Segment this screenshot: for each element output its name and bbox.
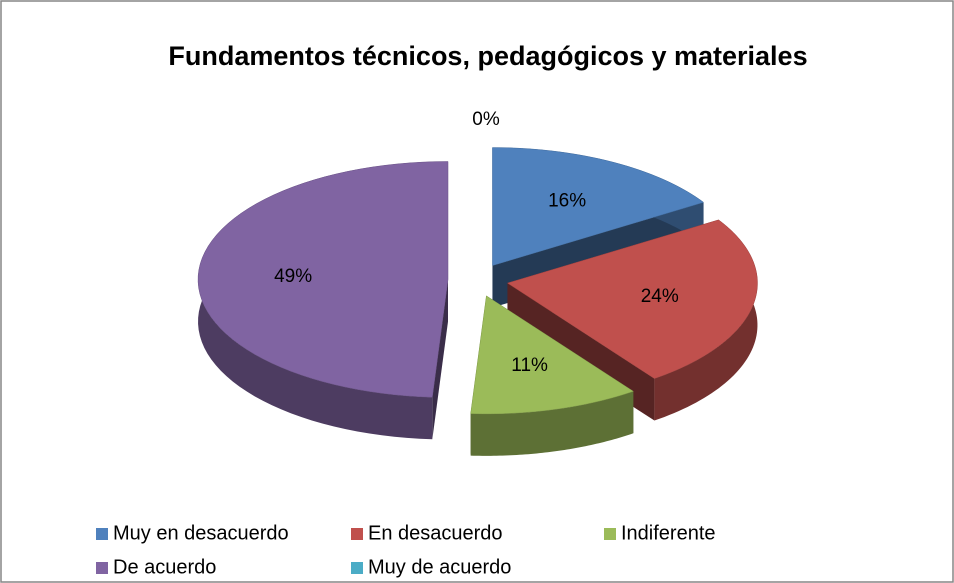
legend-label: Muy en desacuerdo — [113, 522, 289, 544]
data-label: 24% — [641, 286, 679, 307]
pie-tops — [197, 147, 758, 415]
pie-slice — [492, 147, 705, 266]
legend-swatch — [96, 528, 108, 540]
legend-swatch — [96, 562, 108, 574]
legend-label: De acuerdo — [113, 556, 216, 578]
pie-slice — [470, 295, 634, 415]
data-label: 11% — [511, 355, 548, 376]
pie-slice — [197, 161, 449, 398]
pie-slice-side — [470, 391, 634, 456]
data-label: 16% — [548, 190, 586, 211]
pie-slice — [506, 219, 758, 379]
chart-title: Fundamentos técnicos, pedagógicos y mate… — [168, 41, 807, 71]
legend-swatch — [351, 528, 363, 540]
legend-label: Muy de acuerdo — [368, 556, 511, 578]
legend-label: Indiferente — [621, 522, 716, 544]
legend-swatch — [604, 528, 616, 540]
data-label: 0% — [472, 109, 500, 130]
pie-slice-wall — [432, 279, 449, 440]
data-label: 49% — [274, 266, 312, 287]
legend-label: En desacuerdo — [368, 522, 503, 544]
legend-swatch — [351, 562, 363, 574]
